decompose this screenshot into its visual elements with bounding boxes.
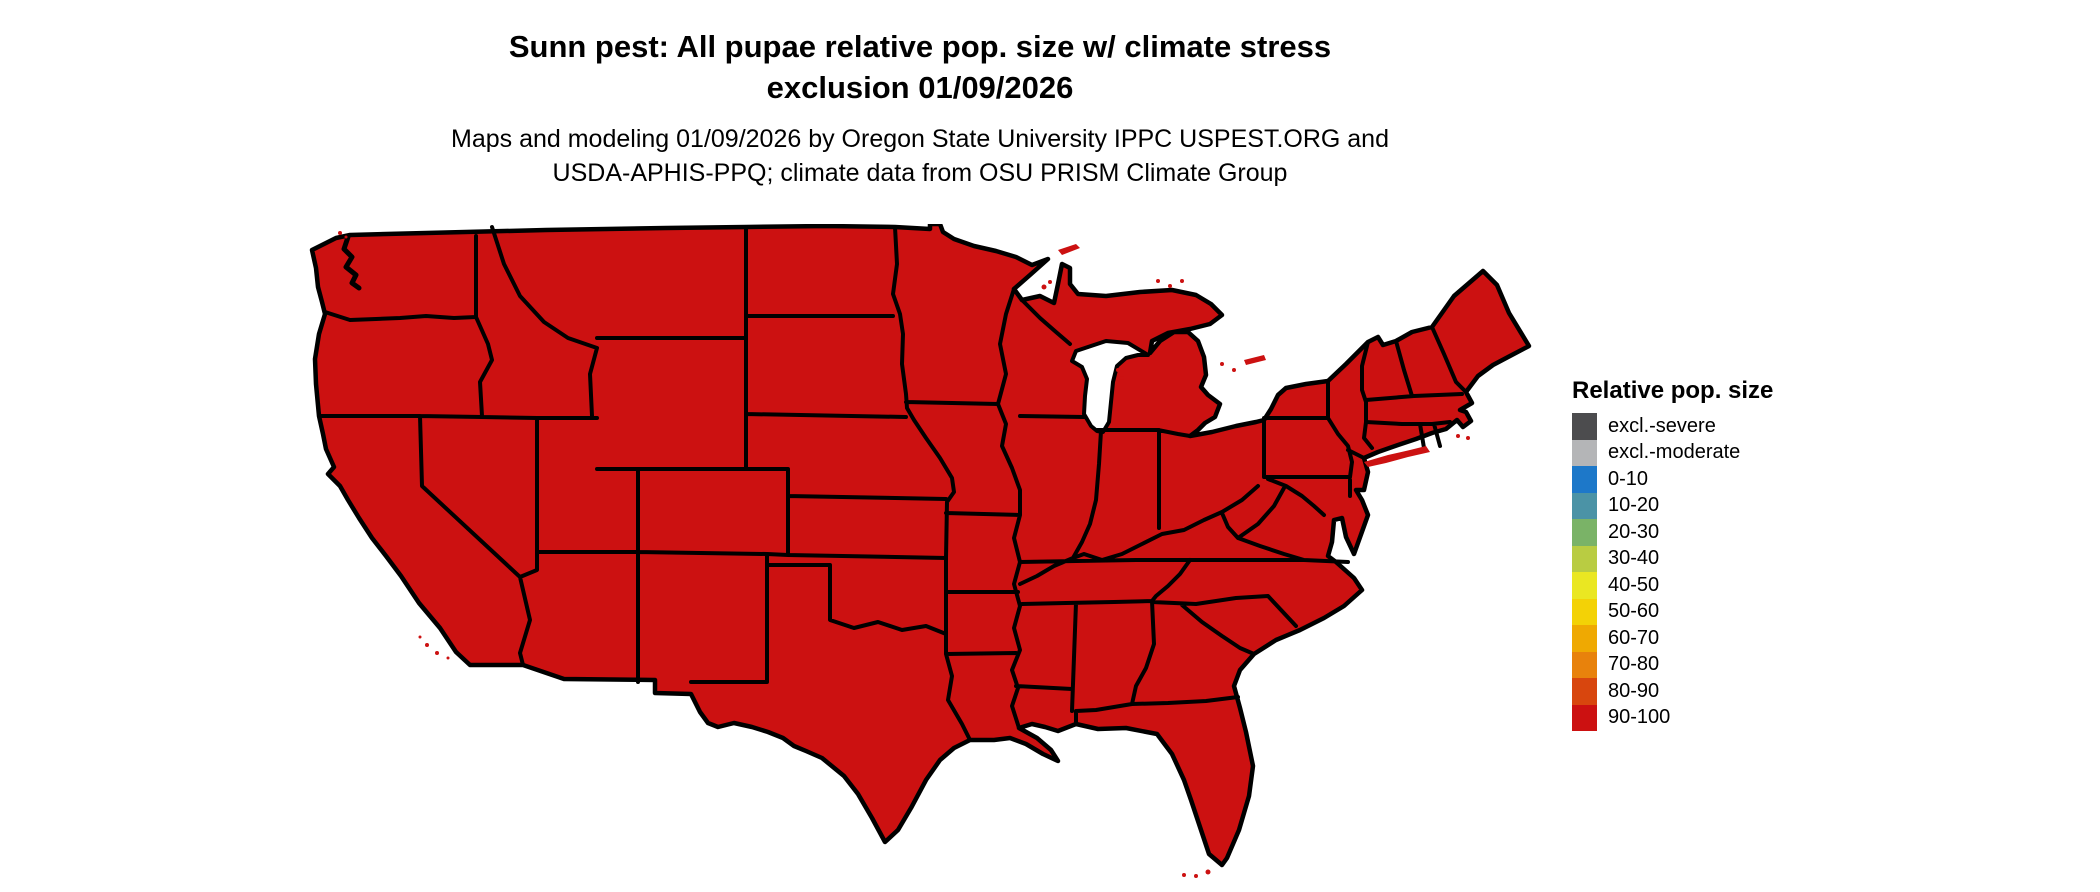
legend-swatch [1572,704,1597,731]
legend-label: 20-30 [1608,520,1660,543]
long-island [1364,446,1430,467]
us-map-svg [309,221,1532,878]
legend-label: 90-100 [1608,706,1671,729]
legend-label: excl.-severe [1608,414,1716,437]
legend-swatch [1572,466,1597,493]
legend-swatch [1572,651,1597,678]
legend-label: 40-50 [1608,573,1660,596]
map-landmass [309,221,1532,868]
us-choropleth-map [306,221,1546,884]
legend-label: 0-10 [1608,467,1649,490]
legend-swatch [1572,572,1597,599]
legend-swatch [1572,439,1597,466]
lake-michigan [1070,339,1150,434]
legend-label: 10-20 [1608,494,1660,517]
legend-item: 70-80 [1572,651,1773,678]
legend-item: excl.-moderate [1572,439,1773,466]
legend-label: 70-80 [1608,653,1660,676]
legend-label: 60-70 [1608,626,1660,649]
legend-label: excl.-moderate [1608,441,1741,464]
legend-item: 0-10 [1572,466,1773,493]
legend-item: 30-40 [1572,545,1773,572]
legend-label: 50-60 [1608,600,1660,623]
legend-label: 30-40 [1608,547,1660,570]
manitoulin-sliver [1244,355,1266,365]
map-legend: Relative pop. size excl.-severe excl.-mod… [1572,378,1773,731]
map-state-borders [317,225,1468,742]
title-line-2: exclusion 01/09/2026 [766,70,1074,105]
legend-swatch [1572,545,1597,572]
legend-item: 10-20 [1572,492,1773,519]
legend-item: excl.-severe [1572,413,1773,440]
puget-sound-line [341,234,362,291]
legend-swatch [1572,413,1597,440]
legend-label: 80-90 [1608,679,1660,702]
legend-item: 50-60 [1572,598,1773,625]
subtitle-line-2: USDA-APHIS-PPQ; climate data from OSU PR… [552,159,1288,187]
legend-item: 80-90 [1572,678,1773,705]
legend-swatch [1572,519,1597,546]
legend-swatch [1572,492,1597,519]
title-line-1: Sunn pest: All pupae relative pop. size … [508,29,1332,64]
map-subtitle: Maps and modeling 01/09/2026 by Oregon S… [0,122,1840,190]
legend-item: 40-50 [1572,572,1773,599]
legend-item: 60-70 [1572,625,1773,652]
subtitle-line-1: Maps and modeling 01/09/2026 by Oregon S… [451,125,1389,153]
map-title: Sunn pest: All pupae relative pop. size … [0,26,1840,108]
legend-swatch [1572,625,1597,652]
legend-swatch [1572,598,1597,625]
legend-item: 20-30 [1572,519,1773,546]
legend-items: excl.-severe excl.-moderate 0-10 10-20 20-30… [1572,413,1773,731]
legend-swatch [1572,678,1597,705]
legend-title: Relative pop. size [1572,377,1774,404]
legend-item: 90-100 [1572,704,1773,731]
isle-royale-island [1058,244,1080,255]
map-islands [338,231,1470,878]
